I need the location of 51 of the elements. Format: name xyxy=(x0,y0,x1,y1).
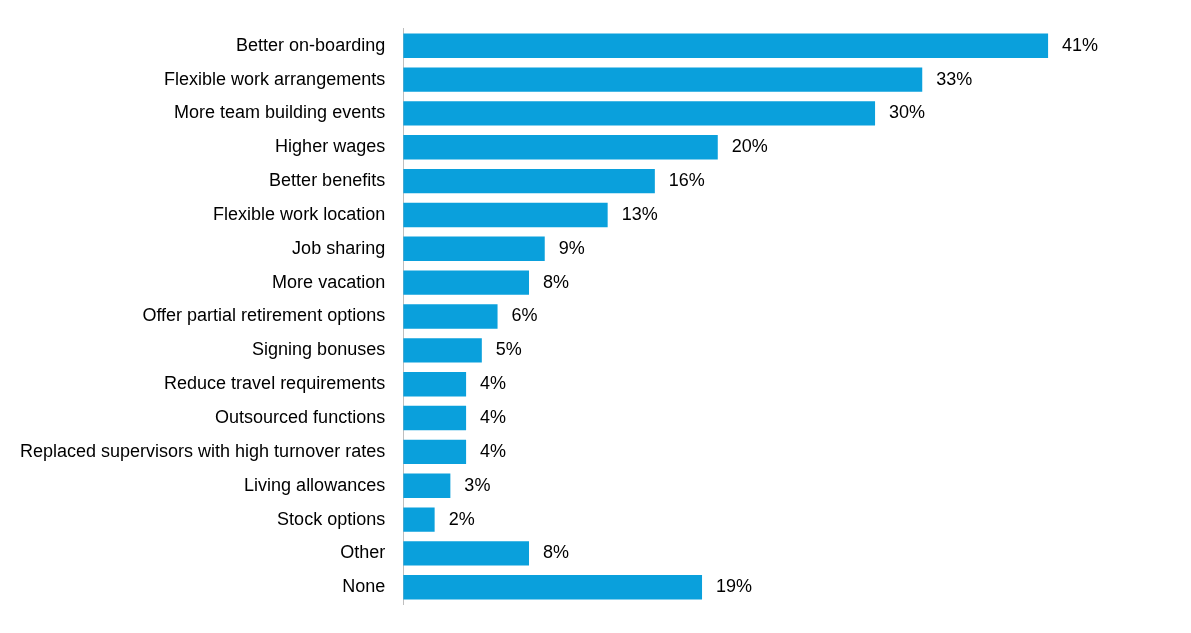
bar xyxy=(403,405,467,431)
y-tick-label: Offer partial retirement options xyxy=(142,305,386,326)
bar xyxy=(403,304,498,329)
bar xyxy=(403,236,545,261)
data-label: 9% xyxy=(558,237,585,258)
bar xyxy=(403,541,530,566)
data-label: 19% xyxy=(716,576,753,597)
y-tick-label: Other xyxy=(340,542,386,563)
y-tick-label: Replaced supervisors with high turnover rates xyxy=(19,440,386,461)
data-label: 4% xyxy=(480,373,507,394)
data-label: 33% xyxy=(936,68,973,89)
bar xyxy=(403,473,451,498)
data-label: 4% xyxy=(480,407,507,428)
bar xyxy=(403,202,608,228)
data-label: 16% xyxy=(668,170,705,191)
y-tick-label: Better on-boarding xyxy=(236,34,386,55)
data-label: 30% xyxy=(889,102,926,123)
y-tick-label: Flexible work location xyxy=(213,203,386,224)
data-label: 8% xyxy=(543,271,570,292)
data-label: 6% xyxy=(511,305,538,326)
y-tick-label: More vacation xyxy=(272,271,386,292)
bar xyxy=(403,270,530,295)
y-tick-label: Job sharing xyxy=(292,237,386,258)
data-label: 41% xyxy=(1062,34,1099,55)
bar xyxy=(403,135,718,160)
data-label: 8% xyxy=(543,542,570,563)
y-tick-label: Better benefits xyxy=(269,170,386,191)
bar xyxy=(403,67,923,92)
y-tick-label: Living allowances xyxy=(244,474,386,495)
y-tick-label: Reduce travel requirements xyxy=(164,373,386,394)
bar xyxy=(403,338,482,363)
data-label: 2% xyxy=(448,508,475,529)
data-label: 20% xyxy=(731,136,768,157)
y-tick-label: Signing bonuses xyxy=(252,339,386,360)
y-tick-label: Higher wages xyxy=(275,136,386,157)
y-tick-label: Flexible work arrangements xyxy=(164,68,386,89)
y-tick-label: Stock options xyxy=(277,508,386,529)
bar xyxy=(403,439,467,465)
bar xyxy=(403,33,1049,58)
bar xyxy=(403,101,876,126)
y-tick-label: More team building events xyxy=(174,102,386,123)
y-tick-label: Outsourced functions xyxy=(215,407,386,428)
y-tick-label: None xyxy=(342,576,386,597)
data-label: 13% xyxy=(621,203,658,224)
data-label: 3% xyxy=(464,474,491,495)
bar xyxy=(403,507,435,532)
bar xyxy=(403,575,703,600)
data-label: 4% xyxy=(480,440,507,461)
bar xyxy=(403,168,655,194)
data-label: 5% xyxy=(495,339,522,360)
bar xyxy=(403,372,467,397)
